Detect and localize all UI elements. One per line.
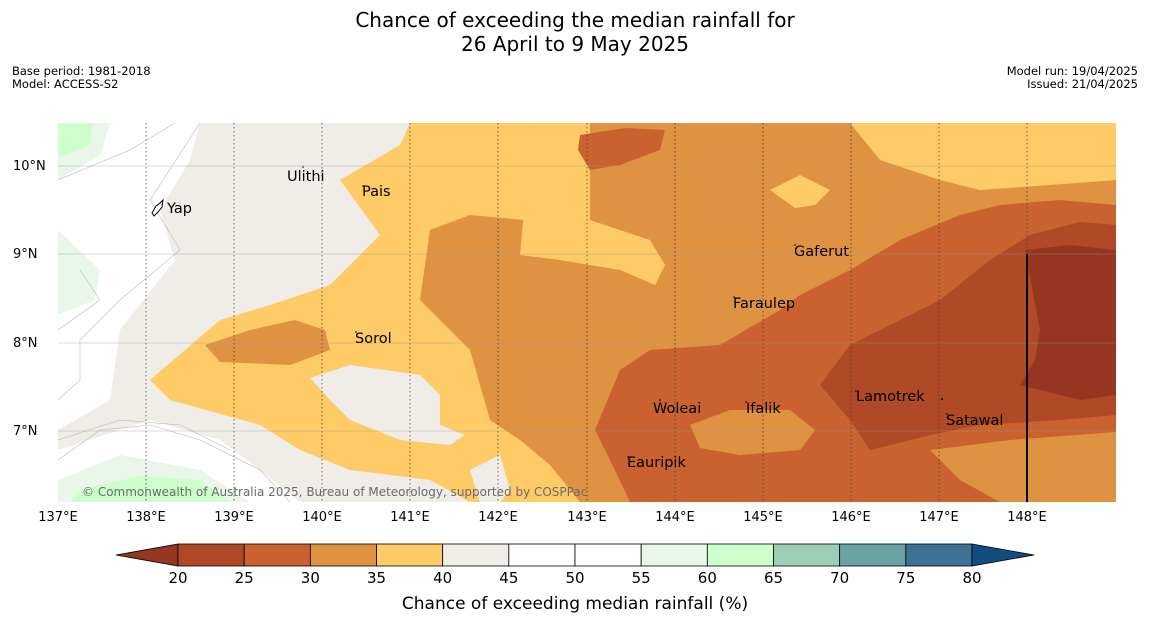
colorbar-tick: 30 (300, 569, 320, 587)
lat-tick-8n: 8°N (13, 336, 38, 351)
region-30-35-ifalik (690, 410, 815, 455)
colorbar-cell (773, 543, 841, 567)
lon-tick-144e: 144°E (655, 510, 695, 525)
lon-tick-137e: 137°E (38, 510, 78, 525)
colorbar-label: Chance of exceeding median rainfall (%) (401, 594, 749, 614)
colorbar-tick: 80 (962, 569, 982, 587)
colorbar-tick: 50 (565, 569, 585, 587)
colorbar-tick: 25 (234, 569, 254, 587)
colorbar-cell (574, 543, 642, 567)
lon-tick-140e: 140°E (302, 510, 342, 525)
place-eauripik: Eauripik (627, 455, 686, 471)
model-run: Model run: 19/04/2025 (1006, 64, 1138, 78)
colorbar-over-arrow (971, 543, 1035, 567)
region-25-30-north (578, 128, 665, 170)
region-60-65-s (70, 476, 230, 502)
colorbar-cell (508, 543, 576, 567)
lon-tick-146e: 146°E (831, 510, 871, 525)
colorbar-tick: 20 (168, 569, 188, 587)
colorbar-tick: 40 (433, 569, 453, 587)
region-30-35-patch (205, 320, 330, 365)
title-line-1: Chance of exceeding the median rainfall … (355, 8, 795, 32)
colorbar-cell (706, 543, 774, 567)
colorbar-cell (905, 543, 973, 567)
map-title: Chance of exceeding the median rainfall … (0, 8, 1150, 56)
meta-right: Model run: 19/04/2025 Issued: 21/04/2025 (1007, 65, 1138, 91)
lon-tick-143e: 143°E (567, 510, 607, 525)
colorbar-tick: 45 (499, 569, 519, 587)
place-faraulep: Faraulep (733, 296, 795, 312)
lon-tick-142e: 142°E (478, 510, 518, 525)
lon-tick-141e: 141°E (390, 510, 430, 525)
lon-tick-145e: 145°E (743, 510, 783, 525)
meta-left: Base period: 1981-2018 Model: ACCESS-S2 (12, 65, 151, 91)
region-55-60-w (58, 230, 100, 315)
colorbar-cell (442, 543, 510, 567)
place-woleai: Woleai (653, 401, 701, 417)
colorbar-tick: 75 (896, 569, 916, 587)
place-ifalik: Ifalik (746, 401, 781, 417)
lat-tick-9n: 9°N (13, 247, 38, 262)
place-satawal: Satawal (946, 413, 1003, 429)
rainfall-map: Ulithi Yap Pais Gaferut Faraulep Sorol L… (58, 123, 1116, 502)
lon-tick-138e: 138°E (126, 510, 166, 525)
region-30-35-se (930, 432, 1116, 502)
colorbar-tick: 35 (366, 569, 387, 587)
place-ulithi: Ulithi (287, 169, 325, 185)
lon-tick-139e: 139°E (214, 510, 254, 525)
region-40-45-patch (310, 365, 465, 445)
copyright-notice: © Commonwealth of Australia 2025, Bureau… (82, 485, 587, 499)
region-lt-20 (1020, 245, 1116, 400)
colorbar-tick: 65 (763, 569, 784, 587)
place-lamotrek: Lamotrek (856, 389, 925, 405)
colorbar-cell (376, 543, 444, 567)
place-gaferut: Gaferut (794, 244, 849, 260)
region-35-40-tongue (520, 123, 665, 285)
place-labels: Ulithi Yap Pais Gaferut Faraulep Sorol L… (166, 169, 1003, 471)
colorbar-under-arrow (115, 543, 179, 567)
place-pais: Pais (362, 184, 391, 200)
region-35-40-blob (770, 175, 830, 208)
colorbar-tick: 55 (631, 569, 651, 587)
region-60-65-nw (58, 123, 92, 158)
base-period: Base period: 1981-2018 (12, 64, 151, 78)
colorbar (115, 543, 1035, 567)
colorbar-cell (640, 543, 708, 567)
lat-tick-7n: 7°N (13, 424, 38, 439)
parallels (58, 165, 1116, 432)
place-sorol: Sorol (355, 331, 392, 347)
region-40-45-patch-s (470, 455, 510, 502)
contour-lines (58, 123, 291, 502)
place-markers (302, 166, 948, 458)
region-35-40-ne (850, 123, 1116, 190)
region-45-55-west (58, 123, 200, 430)
colorbar-tick: 70 (830, 569, 850, 587)
place-yap: Yap (166, 201, 192, 217)
colorbar-tick: 60 (697, 569, 717, 587)
lon-tick-147e: 147°E (919, 510, 959, 525)
issued-date: Issued: 21/04/2025 (1027, 77, 1138, 91)
lon-tick-148e: 148°E (1007, 510, 1047, 525)
colorbar-cell (839, 543, 907, 567)
yap-island-icon (151, 198, 164, 217)
title-line-2: 26 April to 9 May 2025 (461, 32, 689, 56)
colorbar-cell (177, 543, 245, 567)
lat-tick-10n: 10°N (13, 159, 46, 174)
colorbar-cell (243, 543, 311, 567)
colorbar-cell (309, 543, 377, 567)
model-name: Model: ACCESS-S2 (12, 77, 119, 91)
